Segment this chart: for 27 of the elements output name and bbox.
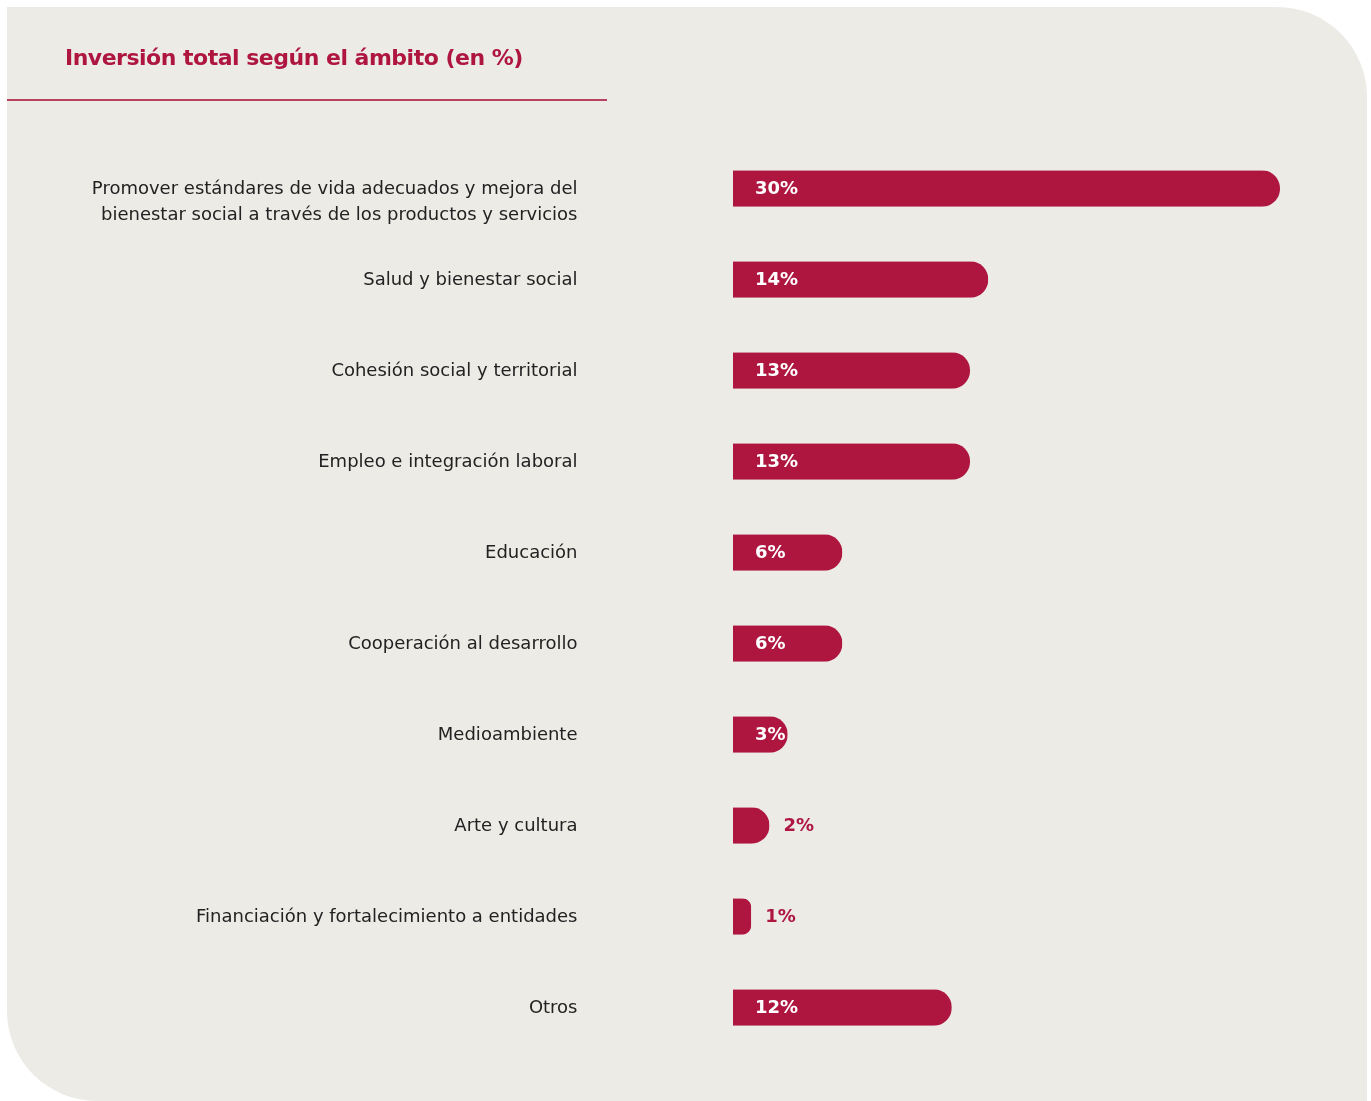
y-tick-label: Cooperación al desarrollo (348, 631, 578, 653)
data-label: 30% (755, 176, 799, 198)
data-label: 13% (755, 358, 799, 380)
bar (733, 352, 971, 389)
bar (733, 898, 752, 935)
text: Inversión total según el ámbito (en %) (65, 45, 523, 70)
bar (733, 989, 952, 1026)
data-label: 13% (755, 449, 799, 471)
bar (733, 170, 1280, 207)
data-label: 3% (755, 722, 786, 744)
y-tick-label: Promover estándares de vida adecuados y mejora del bienestar social a través de los productos y servicios (91, 176, 578, 224)
y-tick-label: Otros (528, 995, 578, 1017)
data-label: 1% (765, 904, 796, 926)
y-tick-label: Arte y cultura (454, 813, 578, 835)
y-tick-label: Medioambiente (437, 722, 578, 744)
y-tick-label: Empleo e integración laboral (318, 449, 578, 471)
data-label: 6% (755, 631, 786, 653)
y-tick-label: Educación (485, 540, 578, 562)
data-label: 2% (783, 813, 815, 835)
y-tick-label: Financiación y fortalecimiento a entidades (196, 904, 578, 926)
y-tick-label: Salud y bienestar social (363, 267, 578, 289)
y-tick-label: Cohesión social y territorial (331, 358, 578, 380)
data-label: 6% (755, 540, 786, 562)
data-label: 12% (755, 995, 799, 1017)
bar (733, 443, 971, 480)
bar (733, 261, 989, 298)
data-label: 14% (755, 267, 799, 289)
